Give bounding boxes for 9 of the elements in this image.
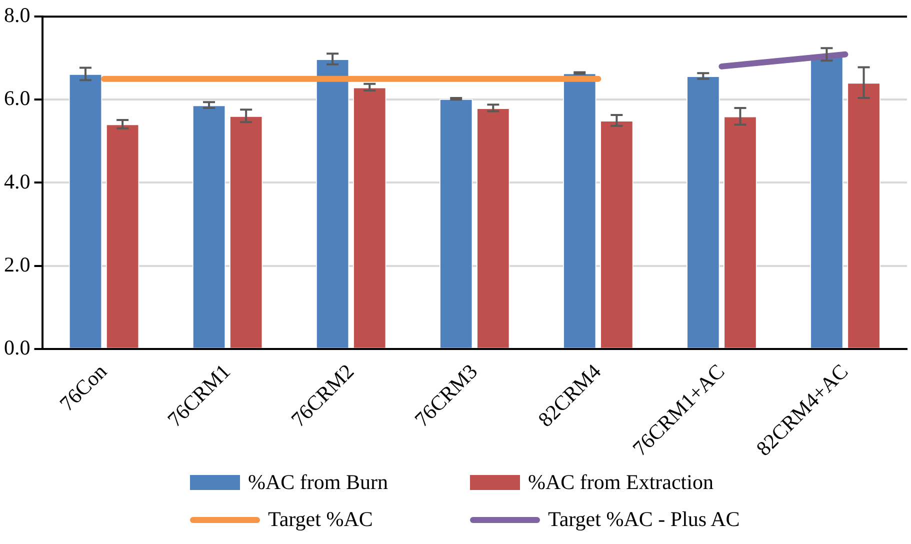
legend-label: %AC from Extraction <box>528 470 714 495</box>
y-tick-label: 4.0 <box>4 169 30 194</box>
y-tick-label: 2.0 <box>4 252 30 276</box>
legend-label: Target %AC <box>268 507 373 532</box>
y-tick-label: 8.0 <box>4 3 30 28</box>
legend-label: Target %AC - Plus AC <box>548 507 740 532</box>
legend-label: %AC from Burn <box>248 470 388 495</box>
y-tick-label: 6.0 <box>4 86 30 110</box>
y-tick-label: 0.0 <box>4 335 30 360</box>
